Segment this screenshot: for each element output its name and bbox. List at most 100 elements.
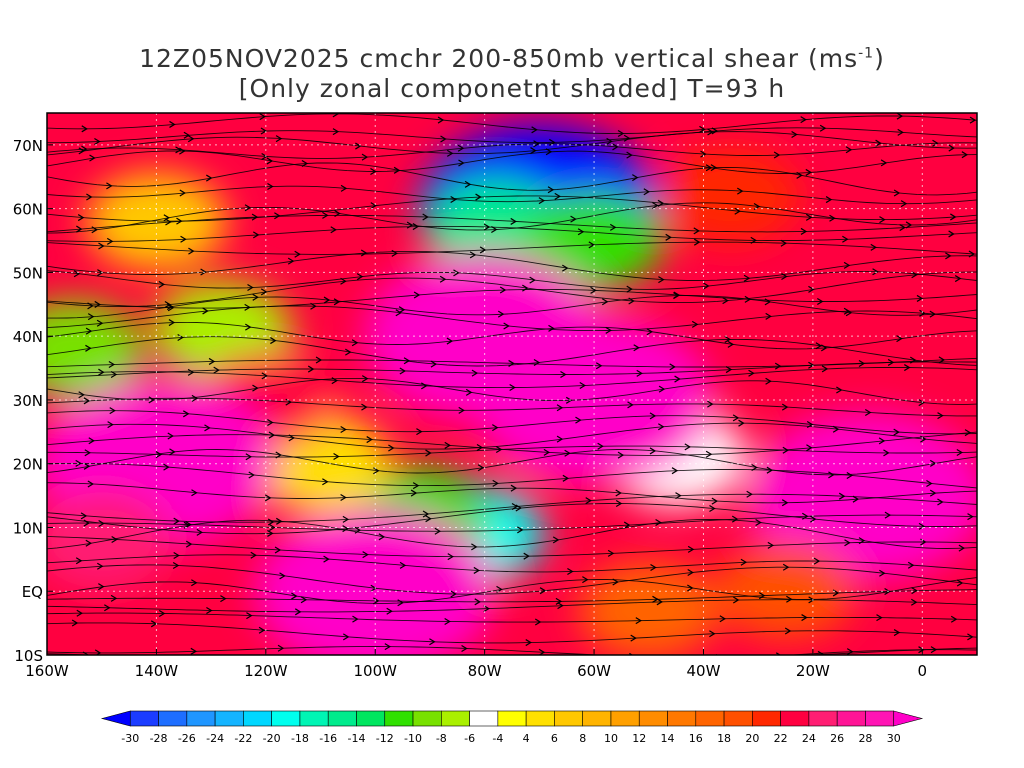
colorbar-label: -10 <box>404 732 422 745</box>
streamline-arrow <box>85 539 92 547</box>
streamline-arrow <box>183 131 191 139</box>
streamline-arrow <box>208 357 216 365</box>
streamline-arrow <box>705 450 713 458</box>
streamline-arrow <box>355 142 362 150</box>
streamline-arrow <box>83 462 91 470</box>
streamline-arrow <box>252 293 259 301</box>
streamline <box>47 577 977 604</box>
streamline-arrow <box>585 497 592 505</box>
streamline-arrow <box>277 644 285 652</box>
streamline-arrow <box>307 365 315 373</box>
streamline-arrow <box>529 276 536 284</box>
streamline-arrow <box>81 145 88 153</box>
streamline-arrow <box>950 213 957 221</box>
streamline-arrow <box>77 214 85 222</box>
streamline <box>47 250 977 281</box>
streamline-arrow <box>410 489 418 497</box>
streamline-arrow <box>781 272 788 281</box>
streamline-arrow <box>370 584 377 592</box>
streamline-arrow <box>75 557 83 565</box>
streamline-arrow <box>808 596 815 604</box>
streamline <box>47 150 977 174</box>
lat-tick-label: EQ <box>22 583 43 601</box>
streamline-arrow <box>575 416 582 424</box>
streamline-arrow <box>322 478 329 486</box>
streamline-arrow <box>626 151 633 159</box>
streamline-arrow <box>813 557 821 565</box>
streamline-arrow <box>719 615 727 623</box>
streamline-arrow <box>483 605 490 613</box>
streamline-arrow <box>366 436 373 444</box>
streamline-arrow <box>945 252 952 260</box>
streamline-arrow <box>75 459 82 467</box>
colorbar-label: 8 <box>579 732 586 745</box>
lon-tick-label: 60W <box>577 662 611 680</box>
streamline-arrow <box>457 144 465 152</box>
colorbar-swatch <box>723 710 753 727</box>
streamline-arrow <box>875 139 882 147</box>
streamline-arrow <box>950 615 958 623</box>
streamline-arrow <box>270 337 277 345</box>
streamline-arrow <box>711 127 719 135</box>
streamline-arrow <box>633 344 640 352</box>
streamline-arrow <box>245 453 253 461</box>
streamline-arrow <box>899 224 906 232</box>
streamline-arrow <box>808 361 815 369</box>
streamline-arrow <box>196 528 203 536</box>
lon-tick-label: 0 <box>918 662 928 680</box>
streamline-arrow <box>846 471 853 479</box>
streamline-arrow <box>291 592 298 600</box>
chart-title-line2: [Only zonal componetnt shaded] T=93 h <box>238 74 786 103</box>
streamline-arrow <box>492 479 499 487</box>
streamline-arrow <box>801 614 808 622</box>
colorbar-label: -24 <box>206 732 224 745</box>
lat-tick-label: 10S <box>14 647 43 665</box>
streamline-arrow <box>362 551 369 559</box>
streamline-arrow <box>842 235 849 243</box>
streamline-arrow <box>261 152 268 160</box>
streamline-arrow <box>276 517 283 525</box>
streamline-arrow <box>294 250 301 258</box>
streamline-arrow <box>244 204 252 212</box>
colorbar-swatch <box>356 710 386 727</box>
streamline-arrow <box>340 425 347 433</box>
streamline-arrow <box>274 546 282 554</box>
streamline-arrow <box>556 435 564 443</box>
latitude-axis: 10S EQ 10N 20N 30N 40N 50N 60N 70N <box>13 137 53 665</box>
streamline-arrow <box>710 164 718 172</box>
streamline-arrow <box>179 189 186 197</box>
streamline <box>47 270 977 290</box>
colorbar-label: 30 <box>887 732 901 745</box>
streamline-arrow <box>684 443 691 451</box>
streamline-arrow <box>169 448 176 456</box>
colorbar-swatch <box>525 710 555 727</box>
streamline <box>47 462 977 489</box>
streamline-arrow <box>187 368 195 376</box>
streamline-arrow <box>727 340 735 348</box>
streamline-arrow <box>918 399 925 407</box>
streamline-arrow <box>582 576 589 584</box>
streamline-arrow <box>919 309 926 317</box>
streamline-arrow <box>206 606 213 614</box>
colorbar-swatch <box>100 710 131 727</box>
streamline-arrow <box>259 113 266 121</box>
streamline-arrow <box>425 449 432 457</box>
colorbar-label: -8 <box>436 732 447 745</box>
shear-feature <box>660 146 801 245</box>
lat-tick-label: 50N <box>13 264 43 282</box>
streamline-arrow <box>819 124 827 132</box>
streamline <box>47 589 977 603</box>
streamline-arrow <box>910 598 918 606</box>
streamline-arrow <box>98 242 105 250</box>
streamline <box>47 535 977 558</box>
shear-feature <box>47 491 172 590</box>
streamline-arrow <box>967 633 974 641</box>
streamline-arrow <box>615 500 623 508</box>
streamline <box>47 113 977 135</box>
colorbar-swatch <box>243 710 272 727</box>
colorbar-swatch <box>271 710 301 727</box>
lat-tick-label: 10N <box>13 519 43 537</box>
streamline-arrow <box>562 264 569 272</box>
streamline-arrow <box>658 385 666 393</box>
streamline-arrow <box>828 471 835 479</box>
